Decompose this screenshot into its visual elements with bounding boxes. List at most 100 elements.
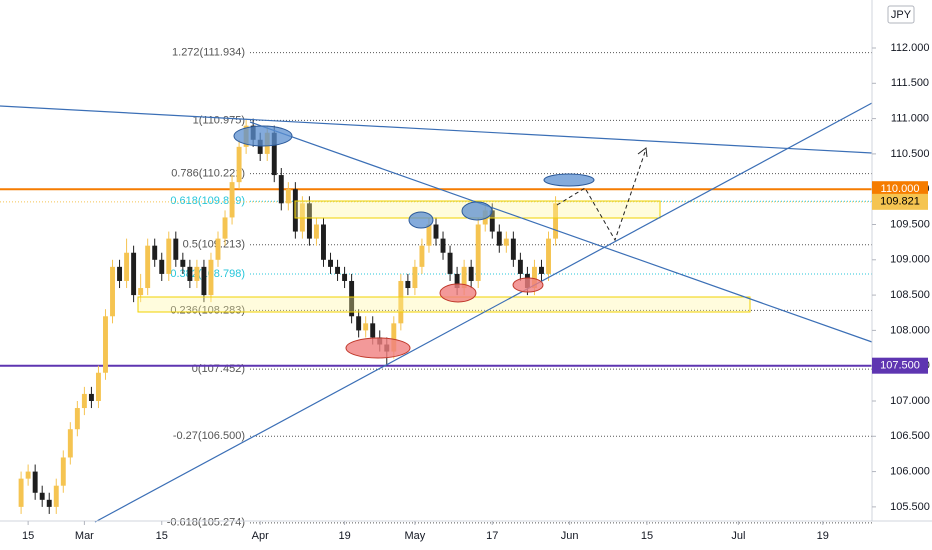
marker-ellipse (408, 211, 434, 229)
candle-body (110, 266, 115, 317)
y-tick-label: 108.500 (890, 289, 930, 301)
candle-body (145, 245, 151, 289)
candle-body (208, 259, 214, 296)
candle-body (46, 499, 52, 507)
candle-body (271, 132, 277, 176)
x-tick-label: 19 (817, 530, 829, 542)
candle-body (18, 478, 24, 507)
candle-body (299, 203, 305, 232)
fib-level-label: 1.272(111.934) (172, 47, 245, 59)
candle-body (32, 471, 38, 493)
candle-body (39, 492, 45, 500)
candle-body (356, 316, 362, 331)
price-tag (872, 357, 928, 374)
x-tick-label: 15 (156, 530, 168, 542)
trend-line (249, 121, 873, 343)
y-tick-label: 111.500 (891, 77, 929, 89)
candle-body (342, 273, 348, 281)
candle-body (138, 288, 144, 296)
candle-body (74, 408, 80, 430)
candle-body (222, 217, 228, 239)
candle-body (433, 224, 439, 239)
candle-body (95, 372, 101, 401)
currency-badge (887, 5, 915, 24)
candle-body (201, 266, 207, 296)
marker-ellipse (461, 201, 493, 221)
zone-box (137, 296, 751, 313)
candle-body (103, 316, 108, 373)
marker-ellipse (233, 125, 293, 147)
candle-body (454, 273, 460, 289)
trend-line (0, 105, 873, 154)
projection-arrowhead (637, 147, 648, 158)
candle-body (398, 280, 404, 324)
candle-body (510, 238, 516, 260)
y-tick-label: 106.000 (890, 465, 930, 477)
candle-body (391, 323, 397, 352)
price-tag (872, 193, 928, 210)
candle-body (335, 266, 341, 274)
trend-line (94, 102, 873, 523)
fib-level-label: 0.236(108.283) (170, 304, 245, 316)
candle-body (328, 259, 333, 267)
candle-body (321, 224, 326, 260)
candle-body (539, 266, 544, 274)
x-tick-label: May (405, 530, 426, 542)
price-tag-label: 110.000 (881, 183, 920, 195)
candle-body (285, 189, 291, 204)
fib-level-label: 0.5(109.213) (183, 239, 245, 251)
candle-body (194, 266, 200, 281)
candle-body (117, 266, 123, 281)
candle-body (517, 259, 523, 274)
marker-ellipse (345, 337, 411, 359)
candle-body (426, 224, 432, 246)
y-tick-label: 109.500 (890, 218, 930, 230)
x-tick-label: 17 (486, 530, 498, 542)
candle-body (180, 259, 186, 267)
fib-level-label: 1(110.975) (193, 114, 245, 126)
candle-body (363, 323, 369, 331)
y-tick-label: 106.500 (890, 430, 930, 442)
candle-body (496, 231, 502, 246)
candle-body (531, 266, 537, 289)
candle-body (229, 182, 235, 218)
candle-body (503, 238, 509, 246)
candle-body (131, 252, 137, 296)
x-tick-label: Jul (731, 530, 745, 542)
y-tick-label: 105.500 (890, 501, 930, 513)
candle-body (419, 245, 425, 267)
x-tick-label: 15 (22, 530, 34, 542)
price-tag (872, 181, 928, 198)
candle-body (313, 224, 319, 239)
candle-body (187, 266, 193, 281)
x-tick-label: Jun (561, 530, 579, 542)
price-tag-label: 107.500 (880, 360, 920, 372)
fib-level-label: -0.618(105.274) (167, 517, 245, 529)
candle-body (159, 259, 165, 274)
y-tick-label: 107.000 (890, 395, 930, 407)
candle-body (81, 393, 87, 409)
fib-level-label: 0.382(108.798) (170, 268, 245, 280)
y-tick-label: 108.000 (890, 324, 930, 336)
candle-body (405, 280, 411, 289)
candle-body (60, 457, 66, 486)
candle-body (489, 210, 495, 232)
y-tick-label: 112.000 (891, 42, 930, 54)
x-tick-label: Mar (75, 530, 94, 542)
candle-body (25, 471, 31, 479)
candle-body (440, 238, 446, 253)
x-tick-label: 19 (338, 530, 350, 542)
candle-body (370, 323, 376, 338)
candle-body (447, 252, 453, 274)
candle-body (124, 252, 130, 281)
candle-body (88, 393, 94, 401)
marker-ellipse (512, 277, 544, 293)
y-tick-label: 111.000 (891, 113, 929, 125)
candle-body (461, 266, 467, 289)
candle-body (236, 146, 242, 183)
candle-body (468, 266, 474, 281)
y-tick-label: 110.500 (891, 148, 930, 160)
projection-path (556, 151, 646, 242)
candle-body (475, 224, 481, 281)
